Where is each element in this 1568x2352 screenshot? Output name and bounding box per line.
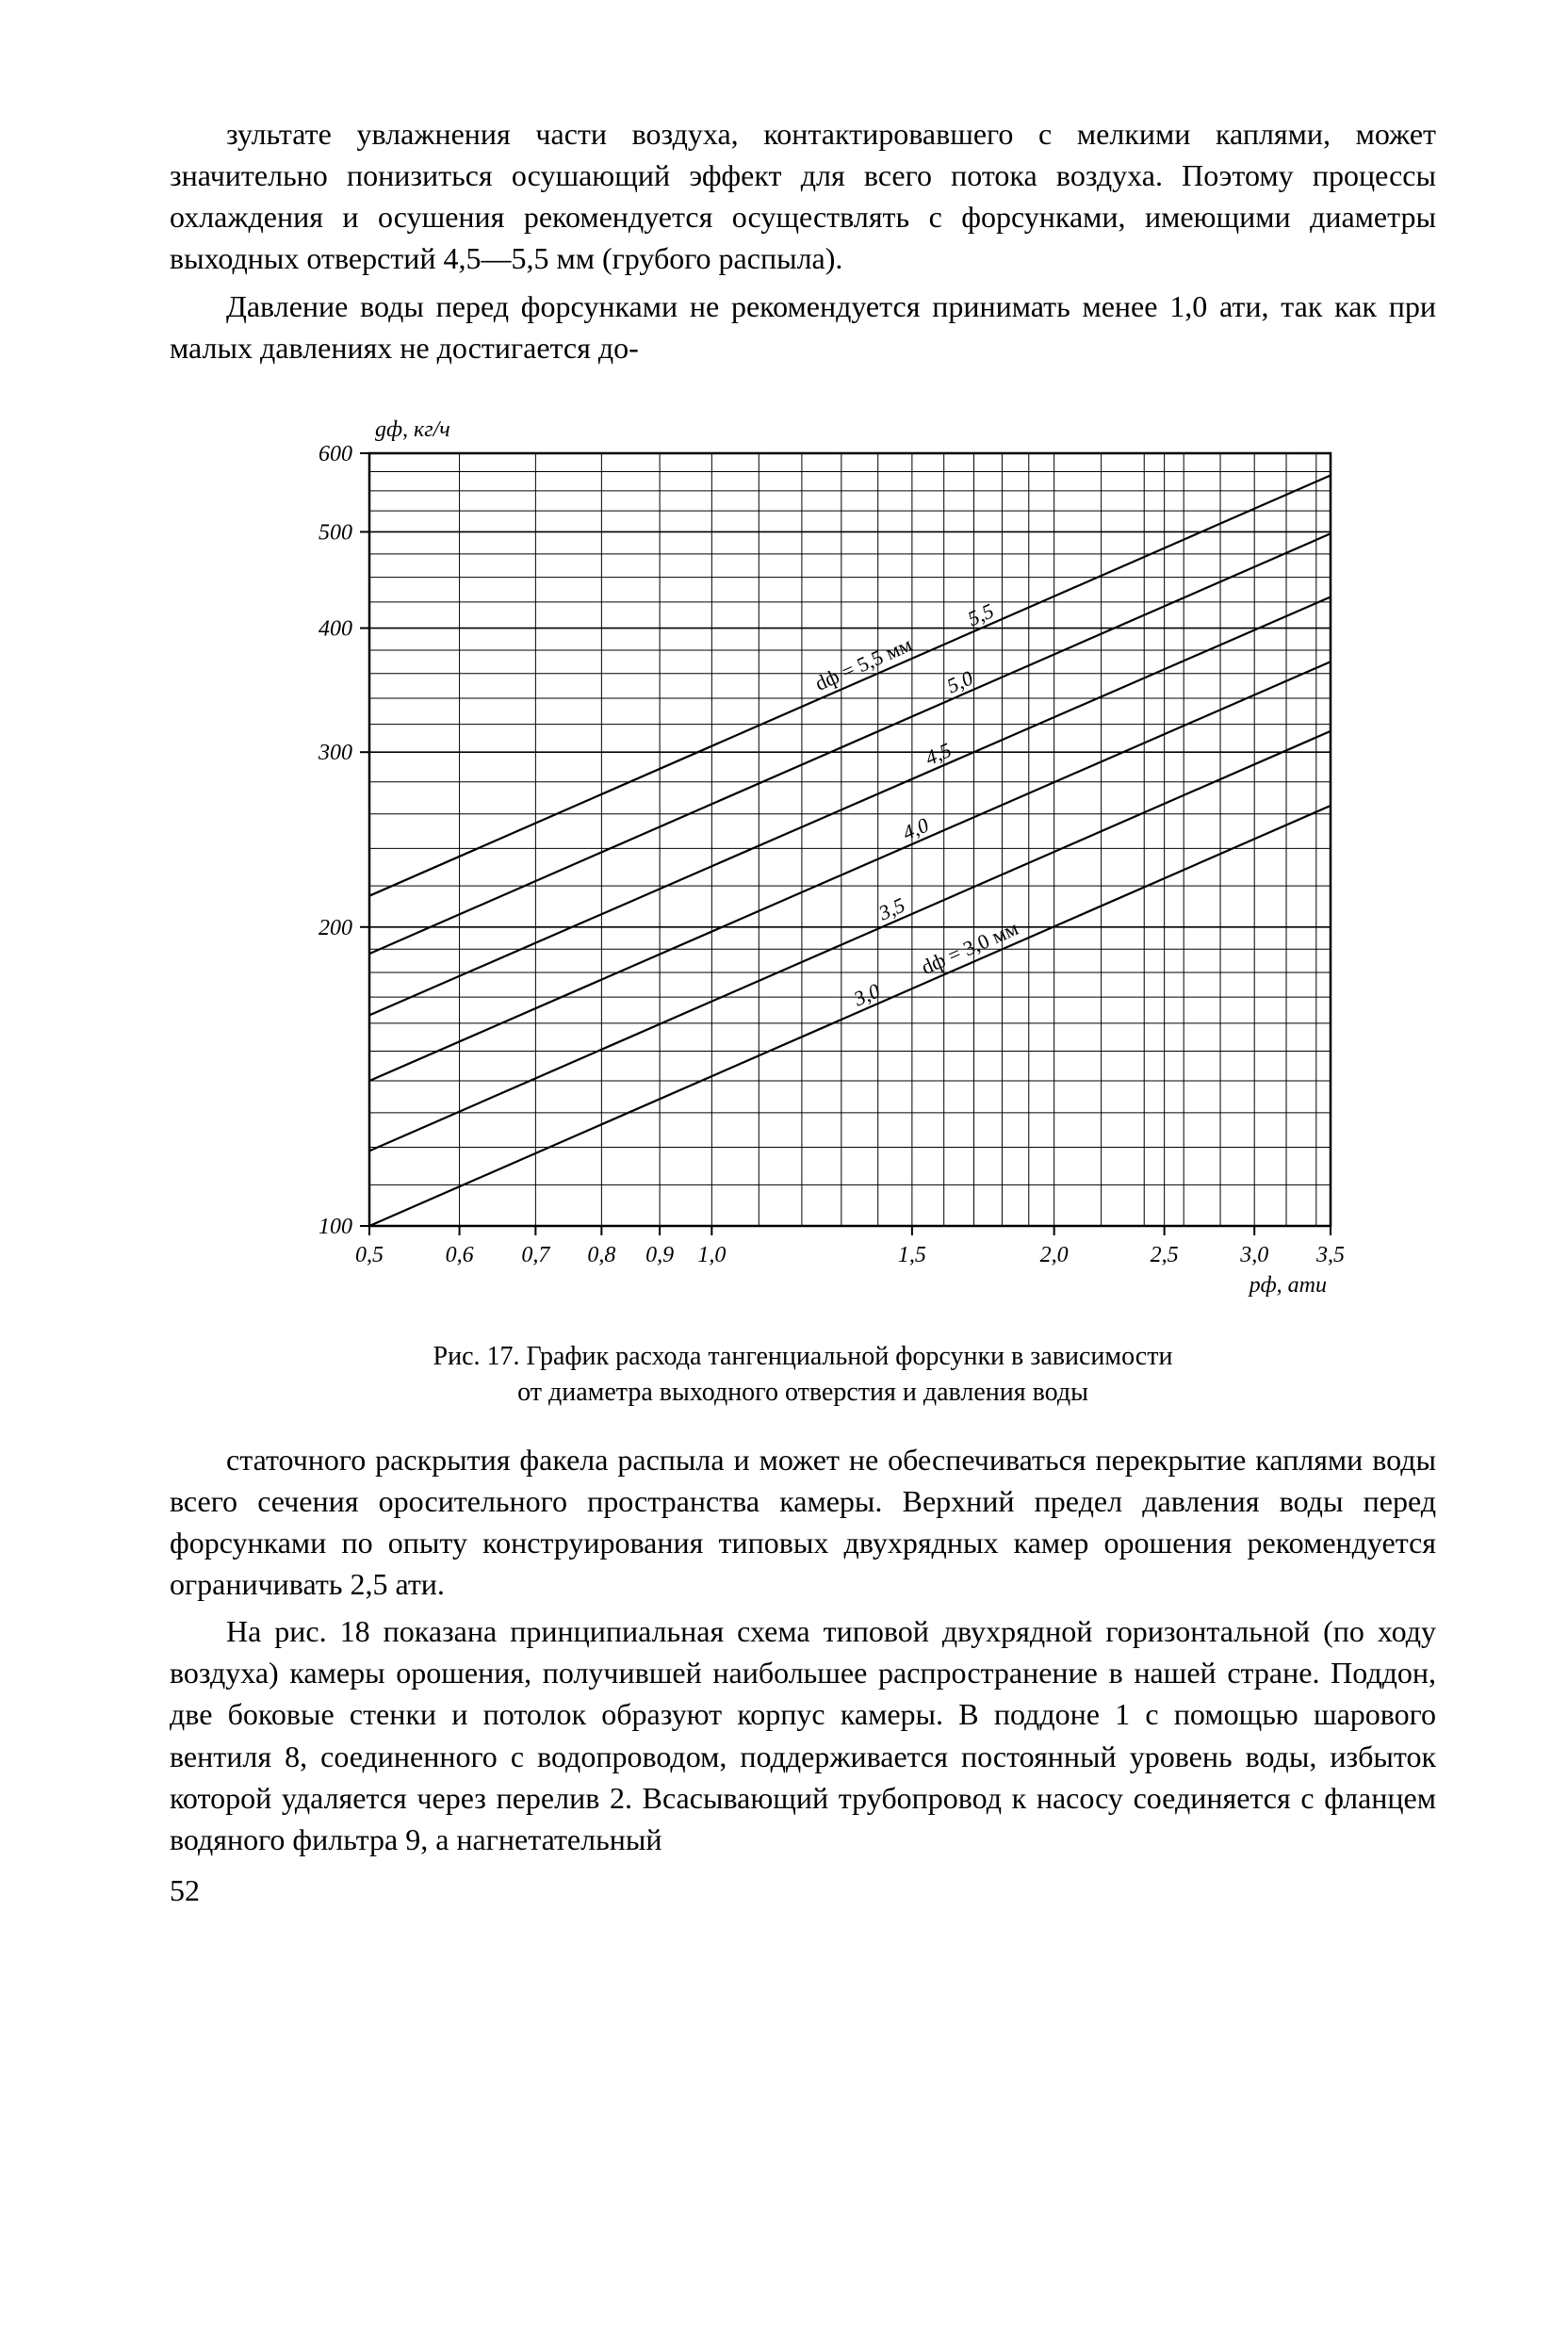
figure-17: 0,5 0,6 0,7 0,8 0,9 1,0 1,5 2,0 2,5 3,0 3,5 100 200 3… — [170, 397, 1436, 1320]
svg-text:400: 400 — [318, 616, 352, 641]
svg-text:0,8: 0,8 — [587, 1243, 615, 1267]
paragraph-1: зультате увлажнения части воздуха, конта… — [170, 113, 1436, 280]
svg-text:1,0: 1,0 — [697, 1243, 726, 1267]
caption-line-2: от диаметра выходного отверстия и давлен… — [517, 1378, 1088, 1407]
paragraph-2: Давление воды перед форсунками не рекоме… — [170, 286, 1436, 368]
svg-text:1,5: 1,5 — [898, 1243, 926, 1267]
svg-text:3,5: 3,5 — [1315, 1243, 1345, 1267]
paragraph-3: статочного раскрытия факела распыла и мо… — [170, 1439, 1436, 1606]
svg-text:gф, кг/ч: gф, кг/ч — [375, 417, 450, 442]
svg-text:0,9: 0,9 — [645, 1243, 674, 1267]
svg-text:2,0: 2,0 — [1040, 1243, 1069, 1267]
svg-text:0,5: 0,5 — [355, 1243, 384, 1267]
svg-text:0,6: 0,6 — [446, 1243, 474, 1267]
caption-line-1: Рис. 17. График расхода тангенциальной ф… — [433, 1342, 1173, 1371]
svg-text:0,7: 0,7 — [521, 1243, 550, 1267]
figure-17-caption: Рис. 17. График расхода тангенциальной ф… — [170, 1339, 1436, 1411]
svg-text:600: 600 — [318, 442, 352, 466]
page-number: 52 — [170, 1870, 1436, 1911]
paragraph-4: На рис. 18 показана принципиальная схема… — [170, 1610, 1436, 1860]
svg-text:500: 500 — [318, 520, 352, 545]
svg-text:100: 100 — [318, 1215, 352, 1239]
svg-text:3,0: 3,0 — [1239, 1243, 1268, 1267]
nozzle-flow-chart: 0,5 0,6 0,7 0,8 0,9 1,0 1,5 2,0 2,5 3,0 3,5 100 200 3… — [247, 397, 1359, 1320]
svg-text:2,5: 2,5 — [1151, 1243, 1179, 1267]
svg-text:pф, ати: pф, ати — [1248, 1273, 1327, 1298]
svg-text:300: 300 — [318, 741, 352, 765]
svg-text:200: 200 — [318, 916, 352, 940]
